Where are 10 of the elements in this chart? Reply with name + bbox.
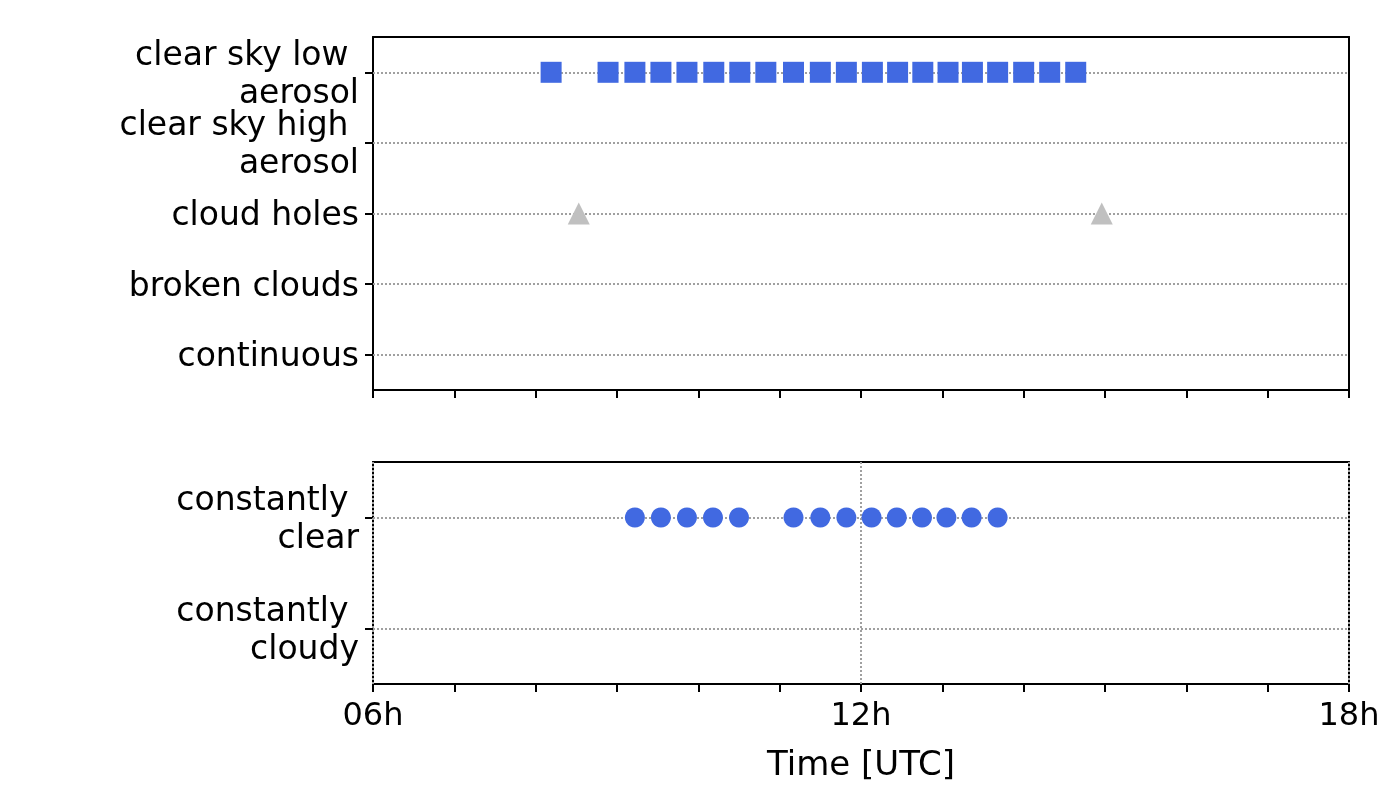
y-tick-label: constantly clear: [176, 479, 360, 556]
x-tick-label: 06h: [342, 695, 404, 733]
y-tick-label: constantly cloudy: [176, 590, 359, 667]
y-tick-label: broken clouds: [128, 264, 359, 304]
y-tick-label: cloud holes: [171, 194, 359, 233]
x-tick-label: 12h: [830, 695, 892, 733]
y-tick-label: clear sky high aerosol: [119, 104, 359, 182]
y-tick-label: continuous: [177, 335, 359, 375]
x-tick-label: 18h: [1318, 695, 1380, 733]
x-axis-title: Time [UTC]: [766, 743, 955, 783]
